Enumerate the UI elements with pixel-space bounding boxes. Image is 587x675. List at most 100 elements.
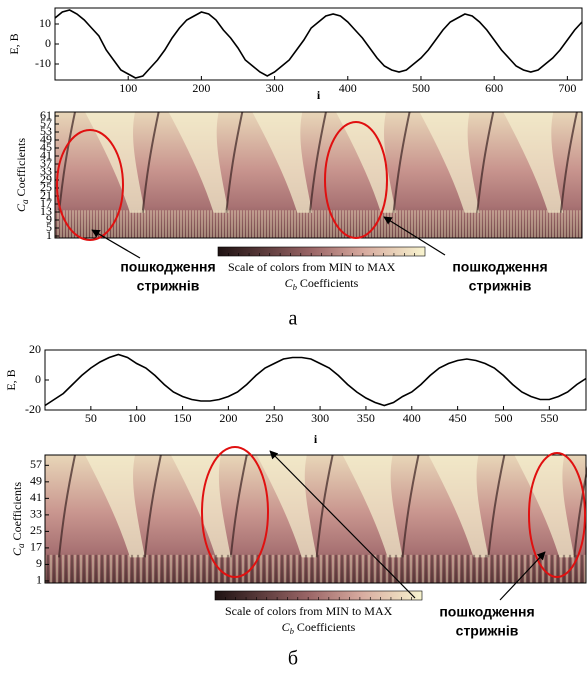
y-tick-label: 37 [40, 156, 52, 170]
scalogram-streak [315, 454, 334, 558]
scalogram-streak [573, 465, 587, 558]
label-subscript: b [290, 627, 294, 636]
y-tick-label: -20 [25, 402, 41, 416]
scalogram-light [256, 455, 317, 558]
y-tick-label: 0 [45, 36, 51, 50]
scalogram-streak [401, 454, 420, 558]
y-tick-label: 1 [36, 573, 42, 587]
y-tick-label: 49 [40, 132, 52, 146]
plot-frame [54, 111, 583, 239]
scalogram-light [85, 455, 145, 558]
scalogram-streak [487, 454, 506, 558]
axis-label: Ca Coefficients [10, 482, 26, 556]
damage-annotation: стрижнів [456, 623, 519, 639]
scalogram-streak [143, 454, 162, 558]
scalogram-light [170, 455, 231, 558]
x-tick-label: 250 [265, 411, 283, 425]
y-tick-label: 33 [40, 164, 52, 178]
signal-line [44, 353, 587, 407]
panel-label: б [288, 648, 298, 670]
damage-ellipse [56, 129, 124, 241]
y-tick-label: 41 [30, 490, 42, 504]
label-subscript: b [293, 283, 297, 292]
y-axis-label: E, B [4, 369, 18, 390]
x-tick-label: 500 [412, 81, 430, 95]
plot-frame [44, 349, 587, 411]
x-tick-label: 450 [449, 411, 467, 425]
scalogram-light [342, 455, 403, 558]
damage-annotation: стрижнів [469, 278, 532, 294]
scalogram-light [252, 112, 313, 213]
x-tick-label: 150 [174, 411, 192, 425]
plot-frame [54, 7, 583, 81]
y-tick-label: 17 [30, 540, 42, 554]
x-tick-label: 700 [558, 81, 576, 95]
axis-label: Cb Coefficients [285, 276, 359, 292]
arrow [499, 551, 546, 601]
scalogram-light [168, 112, 229, 213]
scalogram-streak [229, 454, 248, 558]
y-tick-label: 49 [30, 474, 42, 488]
y-tick-label: 17 [40, 196, 52, 210]
scalogram-streak [141, 111, 160, 213]
damage-markers [56, 121, 586, 578]
panel-label: а [289, 308, 298, 330]
scalogram-light [428, 455, 489, 558]
y-tick-label: 5 [46, 220, 52, 234]
scalogram-light [335, 112, 396, 213]
x-tick-label: 200 [219, 411, 237, 425]
arrow [91, 229, 141, 259]
y-tick-label: 57 [40, 116, 52, 130]
x-tick-label: 50 [85, 411, 97, 425]
scalogram-streak [476, 111, 495, 213]
y-tick-label: 57 [30, 457, 42, 471]
axis-label: Cb Coefficients [282, 620, 356, 636]
label-symbol: C [14, 203, 28, 212]
scalogram-streak [225, 111, 244, 213]
y-tick-label: 41 [40, 148, 52, 162]
signal-line [54, 9, 583, 79]
colorbar-caption: Scale of colors from MIN to MAX [225, 604, 393, 618]
x-tick-label: 200 [192, 81, 210, 95]
x-tick-label: 300 [311, 411, 329, 425]
y-tick-label: 21 [40, 188, 52, 202]
x-axis-label: i [314, 432, 318, 446]
y-tick-label: 9 [36, 556, 42, 570]
arrow [269, 450, 416, 599]
plot-frame [44, 454, 587, 584]
y-tick-label: 9 [46, 212, 52, 226]
arrows [91, 216, 546, 601]
y-tick-label: 20 [29, 342, 41, 356]
label-symbol: C [282, 620, 291, 634]
y-tick-label: 10 [39, 16, 51, 30]
y-tick-label: 45 [40, 140, 52, 154]
y-tick-label: 33 [30, 507, 42, 521]
label-text: Coefficients [10, 482, 24, 541]
label-text: Coefficients [300, 276, 359, 290]
y-tick-label: 1 [46, 228, 52, 242]
label-text: Coefficients [14, 138, 28, 197]
y-tick-label: 53 [40, 124, 52, 138]
damage-annotation: пошкодження [120, 259, 215, 275]
x-tick-label: 600 [485, 81, 503, 95]
y-tick-label: 29 [40, 172, 52, 186]
x-tick-label: 400 [339, 81, 357, 95]
label-symbol: C [285, 276, 294, 290]
colorbar-caption: Scale of colors from MIN to MAX [228, 260, 396, 274]
x-tick-label: 400 [403, 411, 421, 425]
damage-ellipse [528, 452, 586, 578]
x-tick-label: 500 [494, 411, 512, 425]
x-tick-label: 300 [266, 81, 284, 95]
damage-annotation: стрижнів [137, 278, 200, 294]
scalogram-streak [58, 454, 76, 558]
y-axis-label: E, B [7, 33, 21, 54]
x-tick-label: 100 [128, 411, 146, 425]
y-tick-label: 0 [35, 372, 41, 386]
damage-annotation: пошкодження [439, 604, 534, 620]
axis-label: Ca Coefficients [14, 138, 30, 212]
label-subscript: a [20, 199, 30, 204]
scalogram-light [85, 112, 145, 213]
damage-ellipse [324, 121, 388, 239]
